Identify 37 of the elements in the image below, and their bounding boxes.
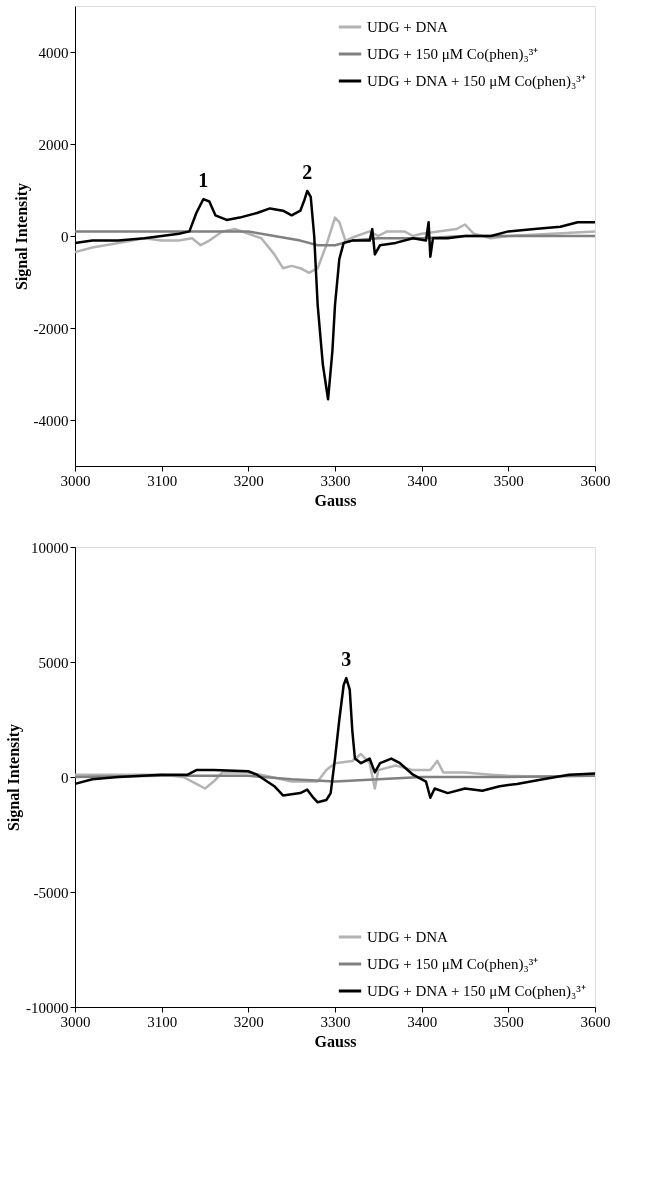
annotation: 1	[198, 169, 209, 192]
y-tick-label: 5000	[38, 654, 69, 671]
y-axis-title: Signal Intensity	[12, 182, 31, 291]
x-tick-label: 3500	[493, 472, 524, 489]
x-tick-label: 3300	[320, 472, 351, 489]
x-tick-label: 3000	[60, 1013, 91, 1030]
annotation: 2	[302, 160, 313, 183]
y-tick-label: 0	[61, 769, 69, 786]
y-tick-label: -4000	[33, 412, 69, 429]
x-tick-label: 3200	[233, 472, 264, 489]
y-axis-title: Signal Intensity	[5, 723, 23, 832]
legend-label: UDG + DNA	[367, 19, 449, 35]
legend-label: UDG + 150 μM Co(phen)₃³⁺	[367, 956, 539, 973]
y-tick-label: -2000	[33, 320, 69, 337]
legend-label: UDG + DNA + 150 μM Co(phen)₃³⁺	[367, 983, 586, 1000]
y-tick-label: 0	[61, 228, 69, 245]
y-tick-label: 10000	[31, 539, 69, 556]
x-tick-label: 3600	[580, 1013, 611, 1030]
x-tick-label: 3100	[147, 472, 178, 489]
x-axis-title: Gauss	[314, 491, 357, 509]
y-tick-label: -10000	[26, 999, 69, 1016]
x-tick-label: 3600	[580, 472, 611, 489]
y-tick-label: 2000	[38, 136, 69, 153]
legend-label: UDG + DNA + 150 μM Co(phen)₃³⁺	[367, 73, 586, 90]
x-tick-label: 3400	[407, 1013, 438, 1030]
legend-label: UDG + DNA	[367, 929, 449, 945]
legend-label: UDG + 150 μM Co(phen)₃³⁺	[367, 46, 539, 63]
x-tick-label: 3000	[60, 472, 91, 489]
x-tick-label: 3400	[407, 472, 438, 489]
annotation: 3	[341, 648, 352, 671]
x-axis-title: Gauss	[314, 1032, 357, 1050]
y-tick-label: -5000	[33, 884, 69, 901]
x-tick-label: 3300	[320, 1013, 351, 1030]
x-tick-label: 3500	[493, 1013, 524, 1030]
y-tick-label: 4000	[38, 44, 69, 61]
x-tick-label: 3100	[147, 1013, 178, 1030]
x-tick-label: 3200	[233, 1013, 264, 1030]
